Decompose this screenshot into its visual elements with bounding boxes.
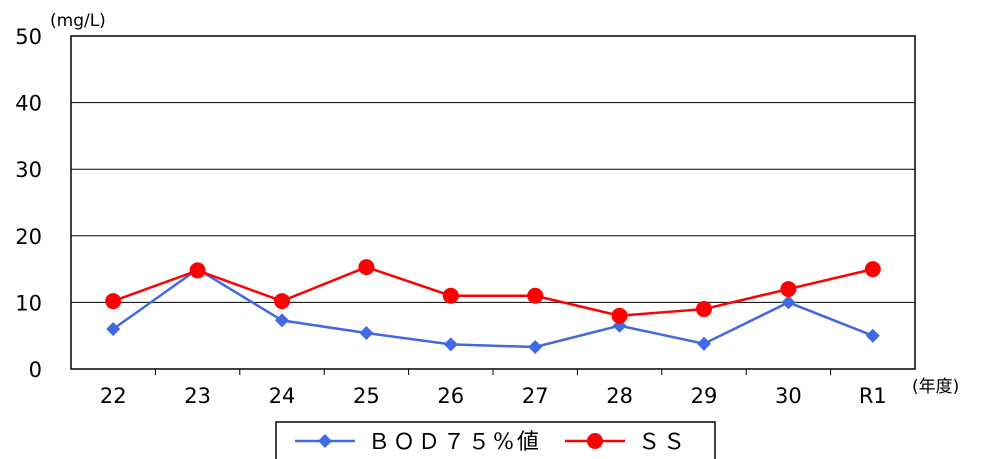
y-axis: 0 10 20 30 40 50 [15, 25, 42, 382]
data-point [274, 293, 290, 310]
data-point [359, 326, 374, 341]
x-axis-unit: (年度) [912, 377, 959, 397]
legend-label-ss: ＳＳ [638, 430, 688, 455]
data-point [189, 262, 206, 279]
data-point [697, 336, 711, 351]
data-point [442, 287, 459, 304]
x-axis: 22 23 24 25 26 27 28 29 30 R1 [100, 369, 887, 408]
y-tick-label: 10 [15, 291, 42, 315]
data-point [527, 287, 544, 304]
data-point [696, 301, 712, 318]
series-1 [105, 259, 881, 324]
y-tick-label: 40 [15, 92, 42, 116]
series-line [112, 267, 874, 349]
y-tick-label: 20 [15, 225, 42, 249]
x-tick-label: 23 [184, 384, 211, 408]
data-point [780, 281, 797, 298]
series-line [112, 265, 874, 317]
x-tick-label: 28 [606, 384, 633, 408]
data-point [275, 313, 289, 328]
legend-marker-ss [587, 433, 603, 449]
x-tick-label: 24 [269, 384, 296, 408]
data-point [105, 293, 122, 310]
plot-area-frame [70, 35, 916, 370]
x-tick-label: R1 [859, 384, 887, 408]
x-tick-label: 29 [691, 384, 718, 408]
data-point [528, 340, 543, 355]
x-tick-label: 26 [437, 384, 464, 408]
data-point [611, 307, 628, 324]
gridlines [71, 102, 915, 303]
series-0 [106, 262, 880, 355]
data-point [443, 337, 458, 352]
data-point [864, 261, 881, 278]
legend: ＢＯＤ７５%値 ＳＳ [275, 421, 716, 459]
y-tick-label: 50 [15, 25, 42, 49]
data-point [781, 295, 796, 310]
x-tick-label: 27 [522, 384, 549, 408]
data-point [358, 259, 375, 276]
x-tick-label: 25 [353, 384, 380, 408]
legend-label-bod: ＢＯＤ７５%値 [368, 430, 542, 455]
series-layer [105, 259, 881, 355]
y-tick-label: 0 [29, 358, 42, 382]
y-tick-label: 30 [15, 158, 42, 182]
x-tick-label: 30 [775, 384, 802, 408]
data-point [865, 328, 880, 343]
x-tick-label: 22 [100, 384, 127, 408]
y-axis-unit: (mg/L) [50, 11, 106, 31]
legend-marker-bod [318, 434, 332, 448]
data-point [106, 322, 121, 337]
